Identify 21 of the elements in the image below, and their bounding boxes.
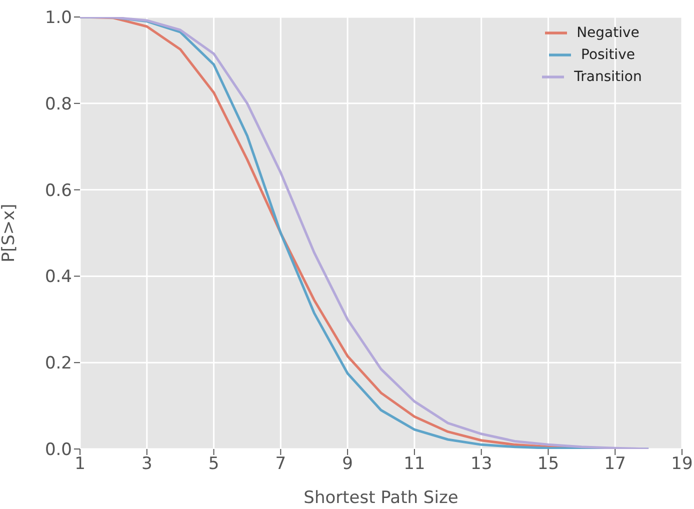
y-tick-label: 0.2	[44, 354, 72, 374]
y-axis-title: P[S>x]	[0, 204, 20, 262]
y-tick-label: 0.8	[44, 94, 72, 114]
x-tick-label: 5	[208, 454, 220, 474]
y-tick-label: 1.0	[44, 8, 72, 28]
x-tick-label: 9	[342, 454, 353, 474]
legend-label: Positive	[581, 46, 635, 63]
y-tick-label: 0.6	[44, 180, 72, 201]
y-tick-label: 0.4	[44, 267, 72, 288]
x-tick-label: 13	[470, 454, 492, 474]
x-tick-label: 15	[537, 454, 560, 474]
x-tick-label: 11	[404, 454, 426, 474]
legend-label: Negative	[576, 24, 640, 41]
x-tick-label: 1	[74, 454, 86, 474]
legend-label: Transition	[574, 68, 642, 85]
x-tick-label: 3	[141, 454, 152, 474]
x-tick-label: 19	[671, 454, 693, 474]
x-axis-title: Shortest Path Size	[304, 488, 458, 508]
x-tick-label: 7	[275, 454, 286, 474]
x-tick-label: 17	[604, 454, 626, 474]
y-tick-label: 0.0	[44, 440, 72, 460]
